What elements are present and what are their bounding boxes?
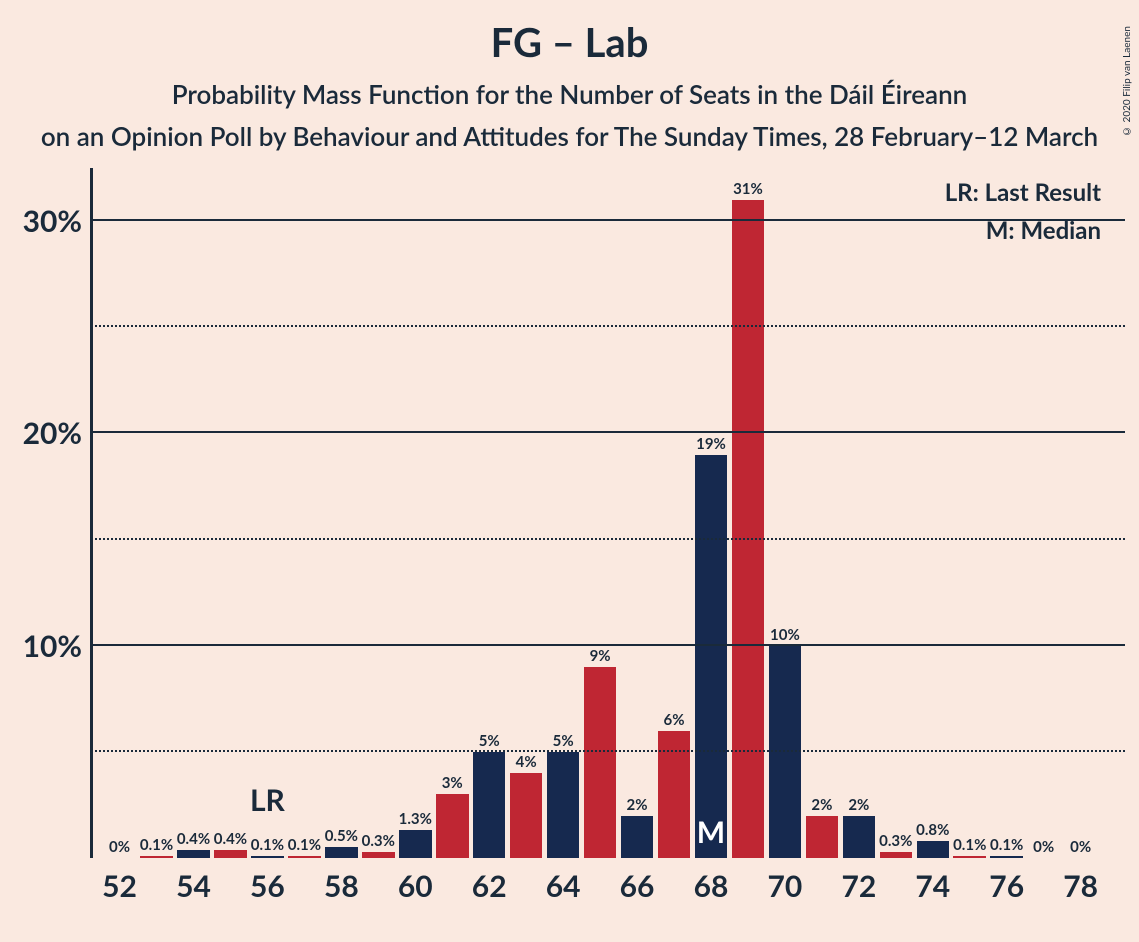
median-marker: M bbox=[697, 814, 725, 850]
x-tick-label: 66 bbox=[620, 868, 655, 904]
bar-value-label: 2% bbox=[811, 796, 832, 816]
bar-73: 0.3% bbox=[880, 852, 913, 858]
plot-region: 0%0.1%0.4%0.4%0.1%0.1%0.5%0.3%1.3%3%5%4%… bbox=[90, 168, 1125, 858]
gridline-major: 30% bbox=[90, 219, 1125, 221]
bar-63: 4% bbox=[510, 773, 543, 858]
bar-value-label: 0.3% bbox=[879, 832, 912, 852]
x-tick-label: 72 bbox=[841, 868, 876, 904]
bar-59: 0.3% bbox=[362, 852, 395, 858]
bar-74: 0.8% bbox=[917, 841, 950, 858]
bar-64: 5% bbox=[547, 752, 580, 858]
bar-value-label: 0.8% bbox=[916, 821, 949, 841]
y-tick-label: 30% bbox=[23, 203, 90, 239]
bar-58: 0.5% bbox=[325, 847, 358, 858]
chart-subtitle-2: on an Opinion Poll by Behaviour and Atti… bbox=[0, 120, 1139, 152]
bar-value-label: 0.1% bbox=[251, 836, 284, 856]
bar-75: 0.1% bbox=[953, 856, 986, 858]
x-tick-label: 78 bbox=[1063, 868, 1098, 904]
chart-title: FG – Lab bbox=[0, 18, 1139, 66]
bar-68: 19%M bbox=[695, 455, 728, 858]
bar-value-label: 2% bbox=[848, 796, 869, 816]
bar-69: 31% bbox=[732, 200, 765, 858]
bar-value-label: 0.5% bbox=[325, 827, 358, 847]
x-axis-labels: 52 54 56 58 60 62 64 66 68 70 72 74 76 78 bbox=[90, 868, 1125, 908]
x-tick-label: 62 bbox=[472, 868, 507, 904]
bar-57: 0.1% bbox=[288, 856, 321, 858]
x-tick-label: 68 bbox=[694, 868, 729, 904]
chart-area: 0%0.1%0.4%0.4%0.1%0.1%0.5%0.3%1.3%3%5%4%… bbox=[70, 168, 1125, 888]
bar-value-label: 10% bbox=[770, 626, 800, 646]
bar-62: 5% bbox=[473, 752, 506, 858]
bar-value-label: 31% bbox=[733, 180, 763, 200]
gridline-minor bbox=[90, 750, 1125, 752]
bar-53: 0.1% bbox=[140, 856, 173, 858]
chart-subtitle-1: Probability Mass Function for the Number… bbox=[0, 78, 1139, 110]
bar-value-label: 0% bbox=[1070, 838, 1091, 858]
x-tick-label: 74 bbox=[915, 868, 950, 904]
x-tick-label: 64 bbox=[546, 868, 581, 904]
bar-value-label: 5% bbox=[553, 732, 574, 752]
gridline-major: 20% bbox=[90, 431, 1125, 433]
bar-value-label: 0.1% bbox=[953, 836, 986, 856]
bar-value-label: 0.1% bbox=[990, 836, 1023, 856]
x-tick-label: 60 bbox=[398, 868, 433, 904]
bar-value-label: 0.4% bbox=[177, 830, 210, 850]
copyright-text: © 2020 Filip van Laenen bbox=[1121, 26, 1133, 137]
x-tick-label: 56 bbox=[250, 868, 285, 904]
y-tick-label: 20% bbox=[23, 415, 90, 451]
bar-value-label: 9% bbox=[590, 647, 611, 667]
bar-56: 0.1% bbox=[251, 856, 284, 858]
bar-value-label: 0.1% bbox=[288, 836, 321, 856]
bar-60: 1.3% bbox=[399, 830, 432, 858]
bar-value-label: 0.1% bbox=[140, 836, 173, 856]
gridline-minor bbox=[90, 538, 1125, 540]
bar-65: 9% bbox=[584, 667, 617, 858]
bar-54: 0.4% bbox=[177, 850, 210, 858]
lr-marker: LR bbox=[250, 782, 285, 818]
gridline-major: 10% bbox=[90, 644, 1125, 646]
bar-66: 2% bbox=[621, 816, 654, 858]
bar-value-label: 5% bbox=[479, 732, 500, 752]
bar-value-label: 3% bbox=[442, 774, 463, 794]
bar-76: 0.1% bbox=[990, 856, 1023, 858]
bar-value-label: 6% bbox=[664, 711, 685, 731]
bar-value-label: 0% bbox=[1033, 838, 1054, 858]
x-tick-label: 54 bbox=[176, 868, 211, 904]
bar-value-label: 19% bbox=[696, 435, 726, 455]
x-tick-label: 52 bbox=[102, 868, 137, 904]
bar-value-label: 0.4% bbox=[214, 830, 247, 850]
bar-value-label: 2% bbox=[627, 796, 648, 816]
bar-61: 3% bbox=[436, 794, 469, 858]
bar-value-label: 0.3% bbox=[362, 832, 395, 852]
bar-55: 0.4% bbox=[214, 850, 247, 858]
bar-71: 2% bbox=[806, 816, 839, 858]
bar-value-label: 1.3% bbox=[399, 810, 432, 830]
gridline-minor bbox=[90, 325, 1125, 327]
x-tick-label: 70 bbox=[768, 868, 803, 904]
x-tick-label: 76 bbox=[989, 868, 1024, 904]
bars-container: 0%0.1%0.4%0.4%0.1%0.1%0.5%0.3%1.3%3%5%4%… bbox=[90, 168, 1125, 858]
y-tick-label: 10% bbox=[23, 628, 90, 664]
bar-72: 2% bbox=[843, 816, 876, 858]
bar-value-label: 0% bbox=[109, 838, 130, 858]
bar-value-label: 4% bbox=[516, 753, 537, 773]
x-tick-label: 58 bbox=[324, 868, 359, 904]
